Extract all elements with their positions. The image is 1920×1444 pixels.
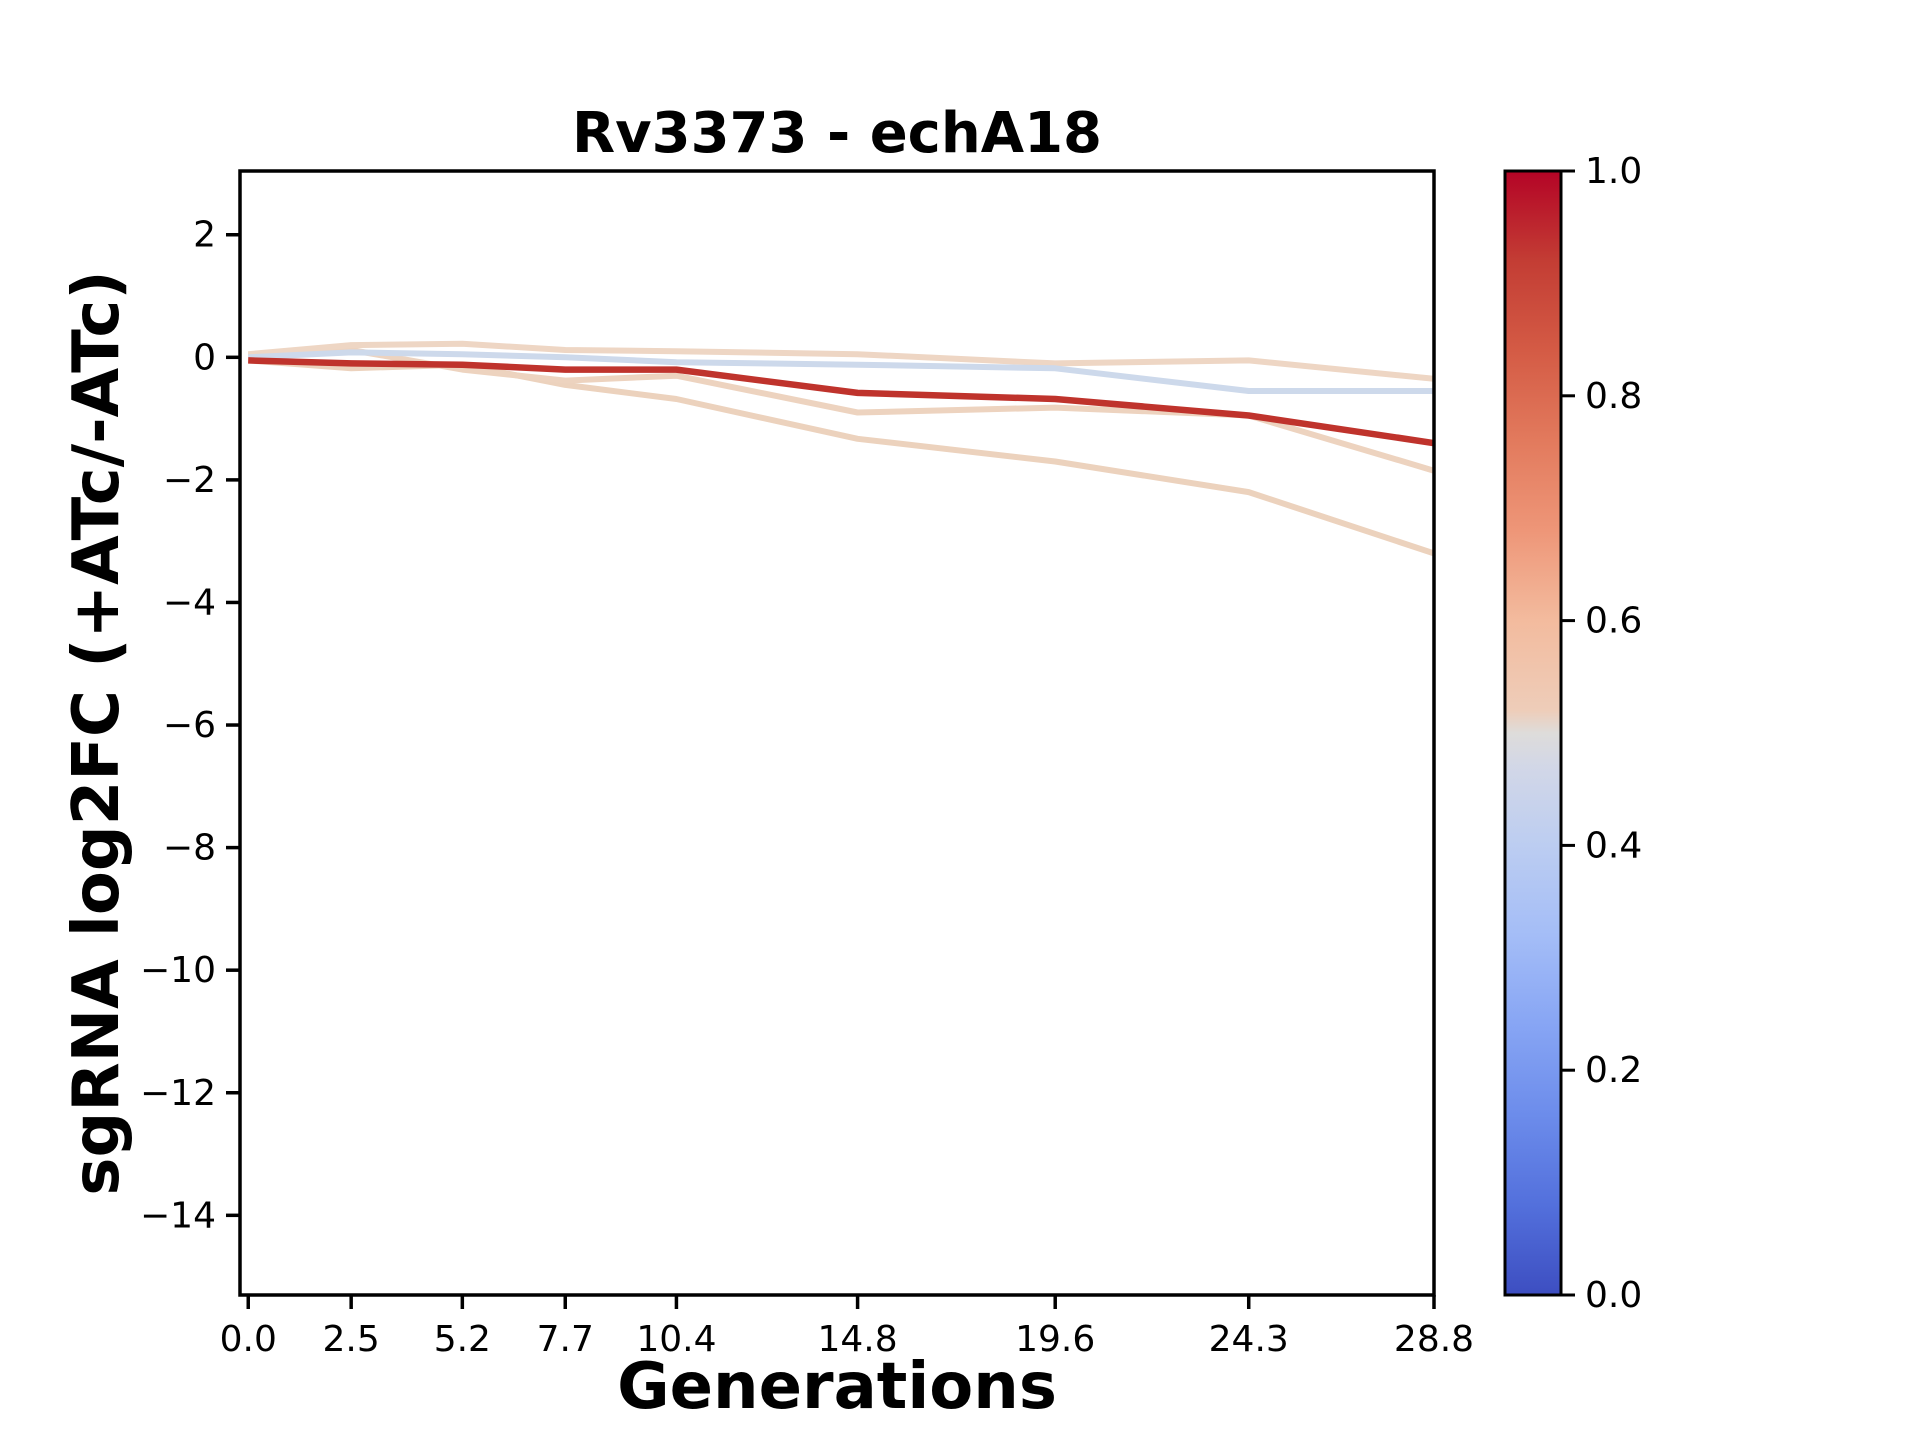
x-tick-label: 7.7 [537, 1319, 594, 1360]
series-line-5 [248, 357, 1434, 447]
series-line-4 [248, 349, 1434, 394]
colorbar-gradient [1503, 169, 1563, 1297]
chart-title: Rv3373 - echA18 [572, 101, 1102, 166]
y-tick-label: −8 [163, 828, 216, 869]
series-line-1 [247, 357, 1434, 557]
colorbar-tick-label: 1.0 [1585, 151, 1642, 192]
series-line-3 [247, 340, 1434, 382]
x-tick-label: 0.0 [220, 1319, 277, 1360]
x-tick-label: 28.8 [1394, 1319, 1474, 1360]
y-tick-label: −14 [140, 1195, 216, 1236]
axis-ticks: 0.0 2.5 5.2 7.7 10.4 14.8 19.6 24.3 28.8 2 0 −2 −4 −6… [140, 215, 1474, 1360]
y-axis-title: sgRNA log2FC (+ATc/-ATc) [60, 270, 134, 1195]
y-tick-label: 2 [193, 215, 216, 256]
x-tick-label: 10.4 [636, 1319, 716, 1360]
x-tick-label: 14.8 [818, 1319, 898, 1360]
colorbar: 1.0 0.8 0.6 0.4 0.2 0.0 [1503, 151, 1642, 1316]
colorbar-ticks: 1.0 0.8 0.6 0.4 0.2 0.0 [1561, 151, 1642, 1316]
x-tick-label: 19.6 [1015, 1319, 1095, 1360]
plot-frame [238, 169, 1436, 1297]
x-axis-title: Generations [617, 1350, 1057, 1424]
x-tick-label: 5.2 [434, 1319, 491, 1360]
y-tick-label: −12 [140, 1073, 216, 1114]
colorbar-tick-label: 0.0 [1585, 1275, 1642, 1316]
plot-series [247, 340, 1434, 557]
y-tick-label: −10 [140, 950, 216, 991]
x-tick-label: 2.5 [323, 1319, 380, 1360]
y-tick-label: −2 [163, 460, 216, 501]
x-tick-label: 24.3 [1209, 1319, 1289, 1360]
colorbar-tick-label: 0.6 [1585, 601, 1642, 642]
colorbar-tick-label: 0.2 [1585, 1050, 1642, 1091]
colorbar-tick-label: 0.8 [1585, 376, 1642, 417]
y-tick-label: −4 [163, 582, 216, 623]
colorbar-tick-label: 0.4 [1585, 825, 1642, 866]
y-tick-label: 0 [193, 337, 216, 378]
y-tick-label: −6 [163, 705, 216, 746]
